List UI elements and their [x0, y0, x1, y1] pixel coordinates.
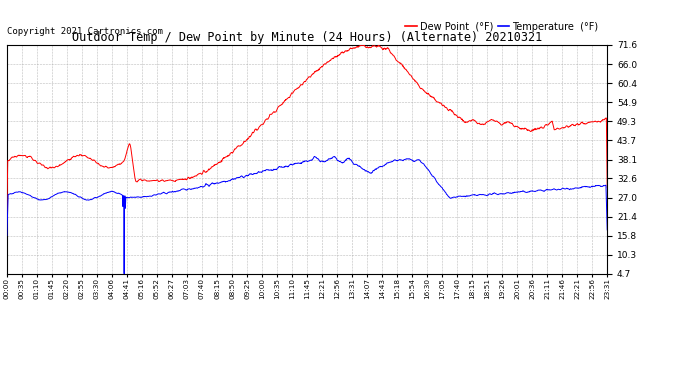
Legend: Dew Point  (°F), Temperature  (°F): Dew Point (°F), Temperature (°F)	[401, 18, 602, 36]
Text: Copyright 2021 Cartronics.com: Copyright 2021 Cartronics.com	[7, 27, 163, 36]
Title: Outdoor Temp / Dew Point by Minute (24 Hours) (Alternate) 20210321: Outdoor Temp / Dew Point by Minute (24 H…	[72, 31, 542, 44]
